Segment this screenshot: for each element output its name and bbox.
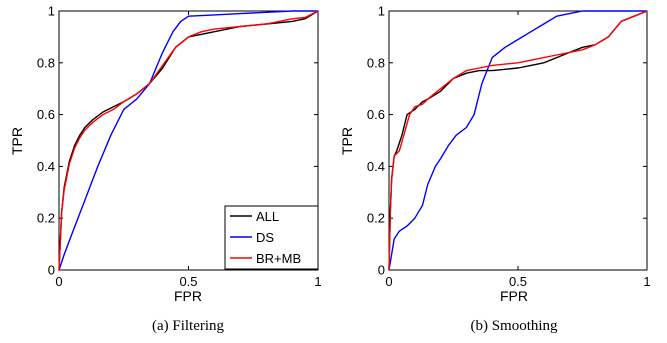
y-axis-label: TPR bbox=[9, 127, 25, 155]
x-tick-label: 0 bbox=[385, 274, 392, 289]
legend: ALL DS BR+MB bbox=[224, 205, 319, 270]
y-tick-label: 0.8 bbox=[37, 55, 55, 70]
y-tick-label: 0.8 bbox=[367, 55, 385, 70]
x-tick-label: 1 bbox=[643, 274, 650, 289]
series-line-ds bbox=[58, 10, 318, 271]
x-axis-label: FPR bbox=[174, 288, 202, 304]
y-tick-label: 0.6 bbox=[367, 107, 385, 122]
y-tick-label: 0.2 bbox=[367, 211, 385, 226]
x-tick-label: 1 bbox=[314, 274, 321, 289]
y-tick-label: 1 bbox=[378, 4, 385, 19]
caption-filtering: (a) Filtering bbox=[151, 318, 225, 334]
plot-area bbox=[388, 10, 648, 271]
caption-smoothing: (b) Smoothing bbox=[470, 318, 558, 334]
series-line-br-mb bbox=[58, 10, 319, 271]
y-axis-label: TPR bbox=[339, 127, 355, 155]
legend-label-ds: DS bbox=[256, 230, 274, 245]
x-tick-label: 0.5 bbox=[509, 274, 527, 289]
y-tick-label: 0 bbox=[48, 263, 55, 278]
legend-label-brmb: BR+MB bbox=[256, 251, 301, 266]
series-line-br-mb bbox=[388, 10, 648, 271]
y-tick-label: 0.4 bbox=[37, 159, 55, 174]
x-tick-label: 0.5 bbox=[179, 274, 197, 289]
chart-filtering: 0 0.5 1 0 0.2 0.4 0.6 0.8 1 FPR TPR ALL DS BR+MB bbox=[9, 4, 322, 305]
x-axis-label: FPR bbox=[500, 288, 528, 304]
y-tick-label: 0.2 bbox=[37, 211, 55, 226]
legend-label-all: ALL bbox=[256, 209, 279, 224]
chart-smoothing: 0 0.5 1 0 0.2 0.4 0.6 0.8 1 FPR TPR bbox=[339, 4, 651, 305]
y-tick-label: 0.6 bbox=[37, 107, 55, 122]
x-tick-label: 0 bbox=[55, 274, 62, 289]
y-tick-label: 0.4 bbox=[367, 159, 385, 174]
series-line-ds bbox=[388, 10, 647, 271]
y-tick-label: 0 bbox=[378, 263, 385, 278]
y-tick-label: 1 bbox=[48, 4, 55, 19]
